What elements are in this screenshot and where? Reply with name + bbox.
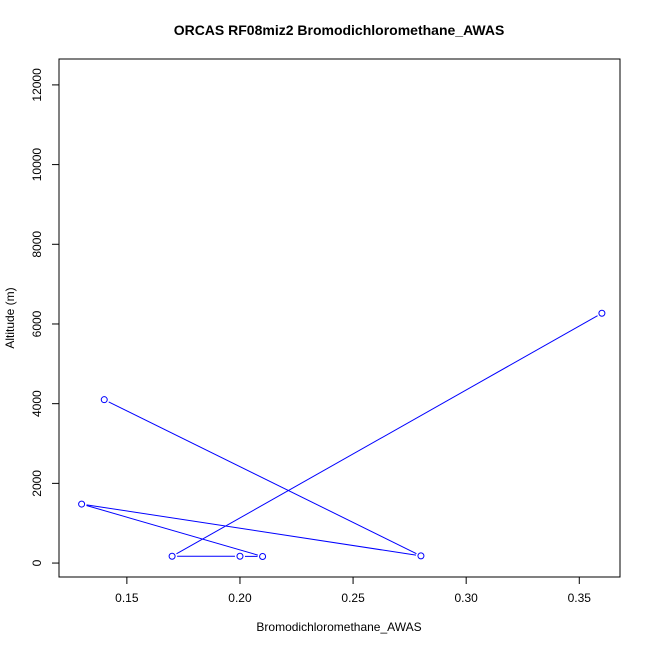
x-tick-label: 0.20 [228, 591, 252, 605]
x-tick-label: 0.30 [454, 591, 478, 605]
x-tick-label: 0.25 [341, 591, 365, 605]
series-segment [86, 504, 258, 556]
y-tick-label: 4000 [30, 390, 44, 417]
x-tick-label: 0.35 [568, 591, 592, 605]
y-tick-label: 10000 [30, 148, 44, 182]
y-tick-label: 8000 [30, 231, 44, 258]
series-layer [78, 309, 606, 560]
data-point [100, 396, 108, 404]
y-axis-label: Altitude (m) [3, 287, 17, 348]
data-point [259, 552, 267, 560]
series-segment [108, 401, 417, 555]
series-segment [176, 315, 598, 555]
y-tick-label: 6000 [30, 310, 44, 337]
x-tick-label: 0.15 [115, 591, 139, 605]
x-axis-label: Bromodichloromethane_AWAS [256, 620, 421, 634]
data-point [78, 500, 86, 508]
plot-frame [58, 58, 621, 578]
x-axis: 0.15 0.20 0.25 0.30 0.35 [115, 576, 592, 605]
y-tick-label: 2000 [30, 470, 44, 497]
data-point [236, 552, 244, 560]
chart-title: ORCAS RF08miz2 Bromodichloromethane_AWAS [174, 22, 505, 38]
series-segment [86, 504, 417, 556]
data-point [168, 552, 176, 560]
y-tick-label: 12000 [30, 68, 44, 102]
y-axis: 0 2000 4000 6000 8000 10000 12000 [30, 68, 60, 566]
data-point [598, 309, 606, 317]
data-point [417, 552, 425, 560]
y-tick-label: 0 [30, 559, 44, 566]
